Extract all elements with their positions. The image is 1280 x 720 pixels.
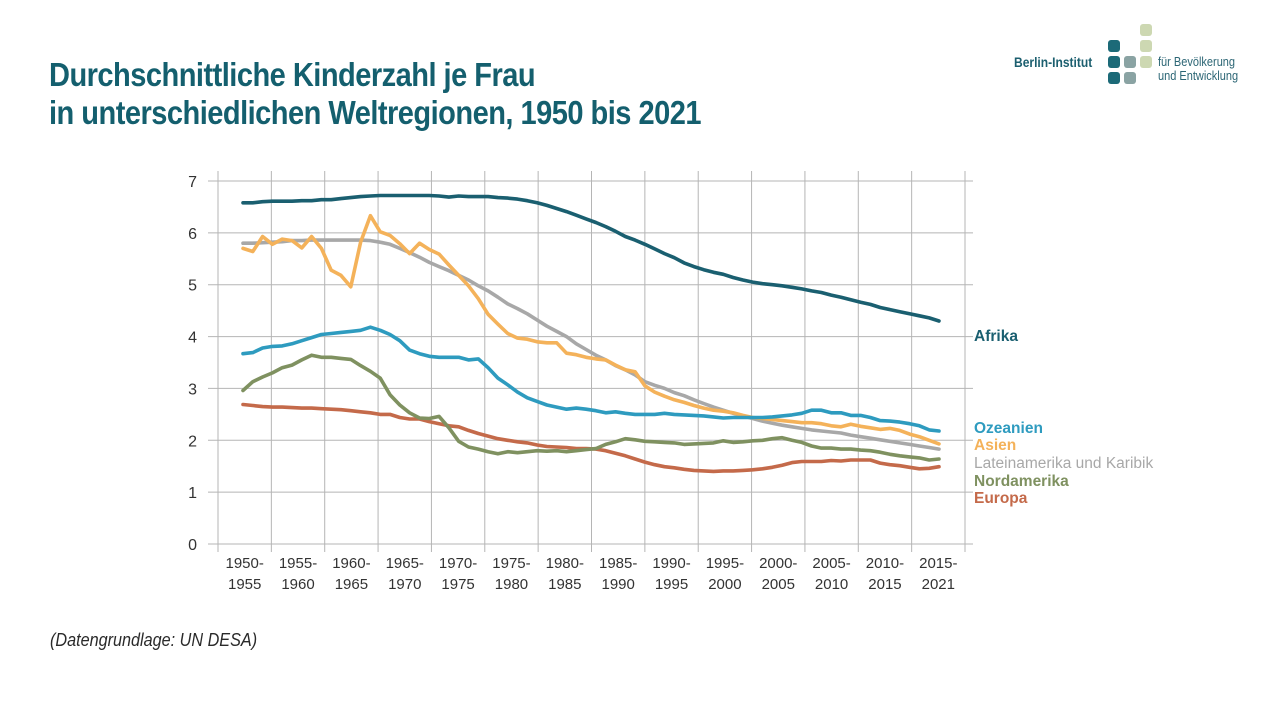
x-tick-label-line: 1995 <box>655 576 688 593</box>
x-tick-label-line: 1975 <box>441 576 474 593</box>
x-tick-label-line: 1970 <box>388 576 421 593</box>
series-label-nordamerika: Nordamerika <box>974 473 1069 490</box>
logo-name: Berlin-Institut <box>1014 54 1093 70</box>
series-label-europa: Europa <box>974 490 1028 507</box>
x-tick-label-line: 1990 <box>601 576 634 593</box>
x-tick-label-line: 2000 <box>708 576 741 593</box>
x-tick-label-line: 1965 <box>335 576 368 593</box>
logo-square <box>1124 56 1136 68</box>
x-tick-label: 2010- 2015 <box>866 555 904 593</box>
x-tick-label: 1975- 1980 <box>492 555 530 593</box>
y-tick-label: 4 <box>188 330 197 347</box>
logo-square <box>1140 56 1152 68</box>
x-tick-label: 1960- 1965 <box>332 555 370 593</box>
berlin-institut-logo: Berlin-Institut für Bevölkerung und Entw… <box>1012 24 1252 94</box>
x-tick-label-line: 2005- <box>812 555 850 572</box>
series-label-ozeanien: Ozeanien <box>974 420 1043 437</box>
x-tick-label-line: 2015- <box>919 555 957 572</box>
x-tick-label: 2000- 2005 <box>759 555 797 593</box>
title-line-2: in unterschiedlichen Weltregionen, 1950 … <box>49 94 701 131</box>
logo-square <box>1108 56 1120 68</box>
y-tick-label: 2 <box>188 433 197 450</box>
x-tick-label-line: 1990- <box>652 555 690 572</box>
x-tick-label: 2015- 2021 <box>919 555 957 593</box>
logo-square <box>1124 72 1136 84</box>
x-tick-label: 1970- 1975 <box>439 555 477 593</box>
x-tick-label-line: 1980- <box>546 555 584 572</box>
y-tick-label: 6 <box>188 226 197 243</box>
x-tick-label: 2005- 2010 <box>812 555 850 593</box>
series-line-nordamerika <box>241 353 941 462</box>
x-tick-label: 1955- 1960 <box>279 555 317 593</box>
x-tick-label: 1990- 1995 <box>652 555 690 593</box>
x-tick-label-line: 1955 <box>228 576 261 593</box>
series-label-asien: Asien <box>974 437 1016 454</box>
data-source-note: (Datengrundlage: UN DESA) <box>50 630 258 650</box>
grid <box>208 171 973 552</box>
y-tick-label: 7 <box>188 174 197 191</box>
logo-square <box>1140 24 1152 36</box>
x-tick-label-line: 1975- <box>492 555 530 572</box>
x-tick-label-line: 1950- <box>225 555 263 572</box>
y-tick-label: 0 <box>188 537 197 554</box>
x-tick-label-line: 2010- <box>866 555 904 572</box>
series-line-lateinamerika-und-karibik <box>241 238 941 451</box>
logo-square <box>1108 40 1120 52</box>
logo-subtitle-2: und Entwicklung <box>1158 69 1239 83</box>
x-tick-label-line: 1985- <box>599 555 637 572</box>
x-tick-label: 1985- 1990 <box>599 555 637 593</box>
x-tick-label-line: 2005 <box>762 576 795 593</box>
x-tick-label-line: 1960 <box>281 576 314 593</box>
x-tick-label-line: 2015 <box>868 576 901 593</box>
series-lines <box>241 193 941 474</box>
y-tick-label: 3 <box>188 381 197 398</box>
x-tick-label: 1965- 1970 <box>386 555 424 593</box>
x-tick-label-line: 2000- <box>759 555 797 572</box>
y-tick-label: 5 <box>188 278 197 295</box>
x-tick-label-line: 1960- <box>332 555 370 572</box>
x-tick-label-line: 1980 <box>495 576 528 593</box>
x-tick-label: 1950- 1955 <box>225 555 263 593</box>
x-tick-label-line: 1955- <box>279 555 317 572</box>
series-line-ozeanien <box>241 325 941 433</box>
x-tick-label-line: 1985 <box>548 576 581 593</box>
series-line-asien <box>241 213 941 446</box>
x-tick-label: 1995- 2000 <box>706 555 744 593</box>
x-tick-label-line: 2021 <box>922 576 955 593</box>
logo-subtitle-1: für Bevölkerung <box>1158 55 1236 69</box>
logo-square <box>1140 40 1152 52</box>
y-axis-ticks: 0 1 2 3 4 5 6 7 <box>188 174 197 554</box>
x-tick-label-line: 1970- <box>439 555 477 572</box>
x-tick-label-line: 1965- <box>386 555 424 572</box>
x-tick-label-line: 1995- <box>706 555 744 572</box>
x-tick-label: 1980- 1985 <box>546 555 584 593</box>
chart-title: Durchschnittliche Kinderzahl je Frau in … <box>49 56 701 132</box>
title-line-1: Durchschnittliche Kinderzahl je Frau <box>49 56 536 93</box>
x-tick-label-line: 2010 <box>815 576 848 593</box>
y-tick-label: 1 <box>188 485 197 502</box>
series-line-afrika <box>241 193 941 323</box>
x-axis-ticks: 1950- 1955 1955- 1960 1960- 1965 1965- 1970 1970… <box>225 555 957 593</box>
series-label-lateinamerika-und-karibik: Lateinamerika und Karibik <box>974 455 1153 472</box>
logo-square <box>1108 72 1120 84</box>
series-label-afrika: Afrika <box>974 328 1018 345</box>
